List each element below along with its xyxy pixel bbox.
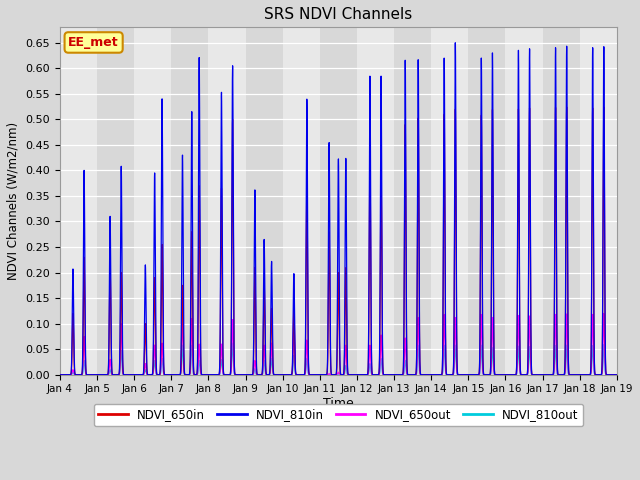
Bar [134, 27, 172, 375]
Bar [283, 27, 320, 375]
Bar [357, 27, 394, 375]
Bar [172, 27, 209, 375]
Legend: NDVI_650in, NDVI_810in, NDVI_650out, NDVI_810out: NDVI_650in, NDVI_810in, NDVI_650out, NDV… [93, 404, 583, 426]
Bar [97, 27, 134, 375]
Bar [320, 27, 357, 375]
Title: SRS NDVI Channels: SRS NDVI Channels [264, 7, 413, 22]
Bar [394, 27, 431, 375]
Bar [506, 27, 543, 375]
Y-axis label: NDVI Channels (W/m2/nm): NDVI Channels (W/m2/nm) [7, 122, 20, 280]
Bar [209, 27, 246, 375]
Bar [580, 27, 617, 375]
Text: EE_met: EE_met [68, 36, 119, 49]
Bar [543, 27, 580, 375]
Bar [246, 27, 283, 375]
X-axis label: Time: Time [323, 397, 354, 410]
Bar [60, 27, 97, 375]
Bar [468, 27, 506, 375]
Bar [431, 27, 468, 375]
